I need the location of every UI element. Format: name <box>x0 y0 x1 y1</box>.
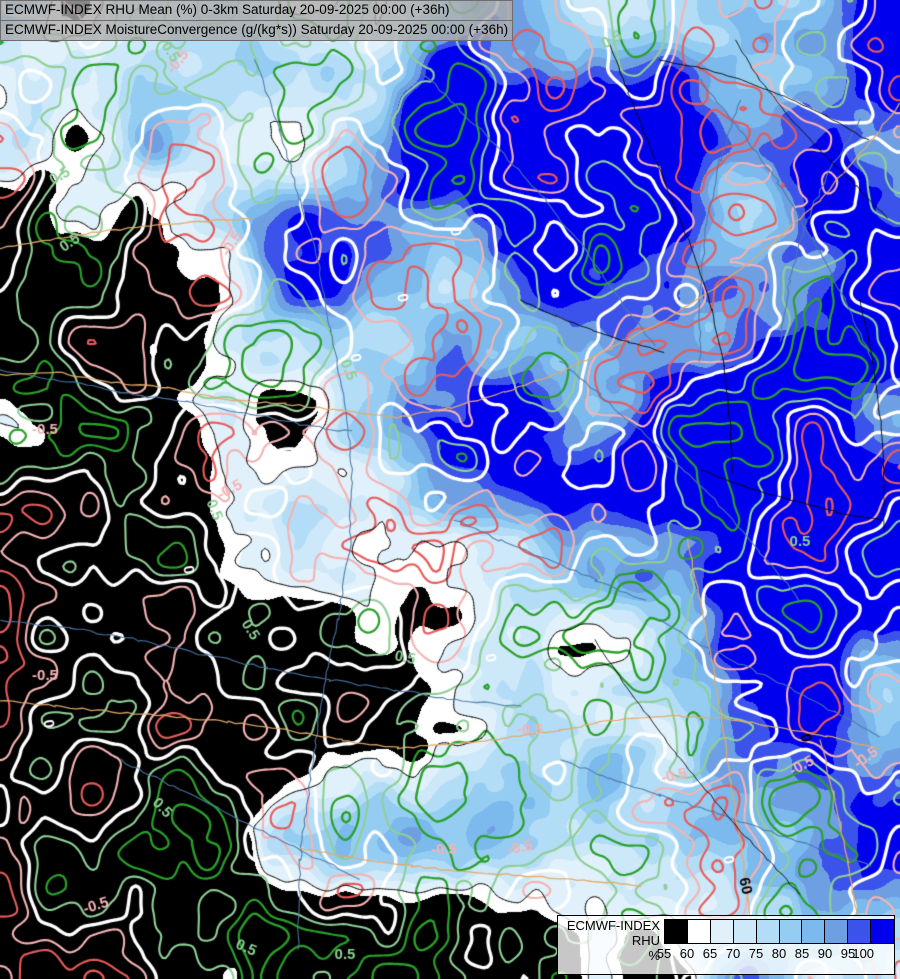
legend-swatch-2 <box>710 920 734 943</box>
legend-caption: ECMWF-INDEX RHU % <box>558 916 664 963</box>
legend-tick-60: 60 <box>679 946 695 961</box>
legend-field-label: RHU <box>631 933 660 948</box>
legend-tick-95: 95 <box>840 946 856 961</box>
legend-tick-row: 55 60 65 70 75 80 85 90 95 100 <box>657 944 894 964</box>
legend-tick-70: 70 <box>725 946 741 961</box>
legend-swatch-0 <box>665 920 688 943</box>
legend-tick-55: 55 <box>656 946 672 961</box>
legend-tick-100: 100 <box>852 946 875 961</box>
legend-swatch-9 <box>871 920 894 943</box>
legend-scale: 55 60 65 70 75 80 85 90 95 100 <box>657 916 894 964</box>
legend-swatch-5 <box>779 920 803 943</box>
legend-unit-label: % <box>648 948 660 963</box>
legend-swatch-row <box>664 919 894 944</box>
map-title-stack: ECMWF-INDEX RHU Mean (%) 0-3km Saturday … <box>0 0 514 41</box>
legend-tick-80: 80 <box>771 946 787 961</box>
legend-swatch-8 <box>848 920 872 943</box>
moisture-convergence-title-bar: ECMWF-INDEX MoistureConvergence (g/(kg*s… <box>0 20 514 41</box>
legend-tick-75: 75 <box>748 946 764 961</box>
legend-tick-65: 65 <box>702 946 718 961</box>
legend-swatch-3 <box>733 920 757 943</box>
legend-tick-90: 90 <box>817 946 833 961</box>
legend-swatch-1 <box>687 920 711 943</box>
legend-swatch-7 <box>825 920 849 943</box>
color-scale-legend[interactable]: ECMWF-INDEX RHU % 55 60 65 70 75 80 85 90 95 100 <box>557 915 895 975</box>
legend-swatch-6 <box>802 920 826 943</box>
legend-model-label: ECMWF-INDEX <box>566 918 660 933</box>
legend-tick-85: 85 <box>794 946 810 961</box>
rhu-title-bar: ECMWF-INDEX RHU Mean (%) 0-3km Saturday … <box>0 0 514 21</box>
legend-swatch-4 <box>756 920 780 943</box>
